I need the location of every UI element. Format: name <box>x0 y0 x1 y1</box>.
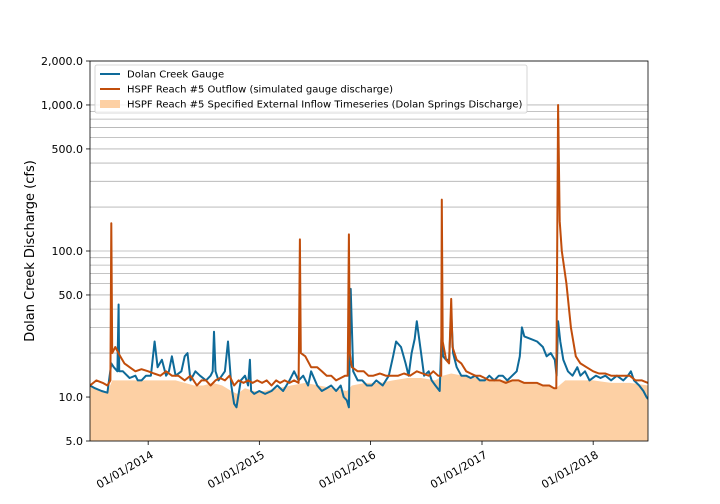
y-tick-label: 5.0 <box>66 435 84 448</box>
legend-swatch <box>100 100 120 108</box>
y-tick-label: 50.0 <box>59 289 84 302</box>
y-tick-label: 500.0 <box>52 143 84 156</box>
y-tick-label: 2,000.0 <box>41 55 83 68</box>
legend-label: HSPF Reach #5 Specified External Inflow … <box>127 100 523 111</box>
y-axis-title: Dolan Creek Discharge (cfs) <box>23 160 38 342</box>
plot-area <box>90 104 648 441</box>
series-area-springs-inflow <box>90 373 648 441</box>
legend-label: Dolan Creek Gauge <box>127 70 224 81</box>
y-tick-label: 10.0 <box>59 391 84 404</box>
series-line-gauge <box>90 287 648 409</box>
y-tick-label: 1,000.0 <box>41 99 83 112</box>
legend: Dolan Creek Gauge HSPF Reach #5 Outflow (… <box>94 64 528 114</box>
legend-box <box>94 64 528 114</box>
legend-label: HSPF Reach #5 Outflow (simulated gauge d… <box>127 85 393 96</box>
series-line-simulated <box>90 104 648 390</box>
y-axis: 5.0 10.0 50.0 100.0 500.0 1,000.0 2,000.0 <box>41 55 90 448</box>
y-tick-label: 100.0 <box>52 245 84 258</box>
